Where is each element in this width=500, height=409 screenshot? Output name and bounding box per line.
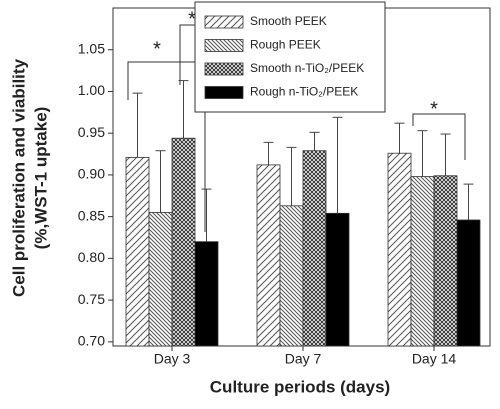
- legend-label: Smooth n-TiO₂/PEEK: [250, 61, 364, 75]
- y-tick-label: 0.80: [78, 249, 105, 265]
- bracket: [127, 61, 206, 232]
- legend-swatch: [204, 86, 244, 99]
- bar: [194, 241, 219, 347]
- bar: [456, 219, 481, 347]
- y-tick-label: 0.90: [78, 166, 105, 182]
- y-tick-label: 0.85: [78, 207, 105, 223]
- y-tick-label: 0.70: [78, 333, 105, 349]
- bar: [125, 156, 150, 347]
- y-tick-label: 1.05: [78, 40, 105, 56]
- y-tick-label: 0.75: [78, 291, 105, 307]
- x-tick-label: Day 14: [412, 351, 457, 367]
- bar: [302, 150, 327, 347]
- bar: [256, 164, 281, 347]
- bar: [148, 212, 173, 347]
- bar: [279, 205, 304, 347]
- bar: [171, 137, 196, 347]
- legend-swatch: [204, 62, 244, 76]
- y-tick-label: 1.00: [78, 82, 105, 98]
- bracket: [412, 113, 466, 160]
- bar: [410, 176, 435, 347]
- x-tick-label: Day 3: [154, 351, 191, 367]
- x-axis-label: Culture periods (days): [210, 377, 390, 396]
- significance-mark: *: [430, 98, 438, 120]
- legend-label: Rough PEEK: [250, 38, 321, 52]
- legend-label: Smooth PEEK: [250, 14, 327, 28]
- legend-swatch: [204, 15, 244, 29]
- significance-mark: *: [188, 8, 196, 30]
- y-tick-label: 0.95: [78, 124, 105, 140]
- bar: [433, 175, 458, 347]
- bar: [387, 152, 412, 347]
- significance-mark: *: [153, 38, 161, 60]
- legend-label: Rough n-TiO₂/PEEK: [250, 85, 358, 99]
- bar: [325, 212, 350, 347]
- y-axis-label: Cell proliferation and viability: [9, 58, 28, 297]
- legend-swatch: [204, 39, 244, 52]
- x-tick-label: Day 7: [285, 351, 322, 367]
- y-axis-label-2: (%,WST-1 uptake): [31, 107, 50, 250]
